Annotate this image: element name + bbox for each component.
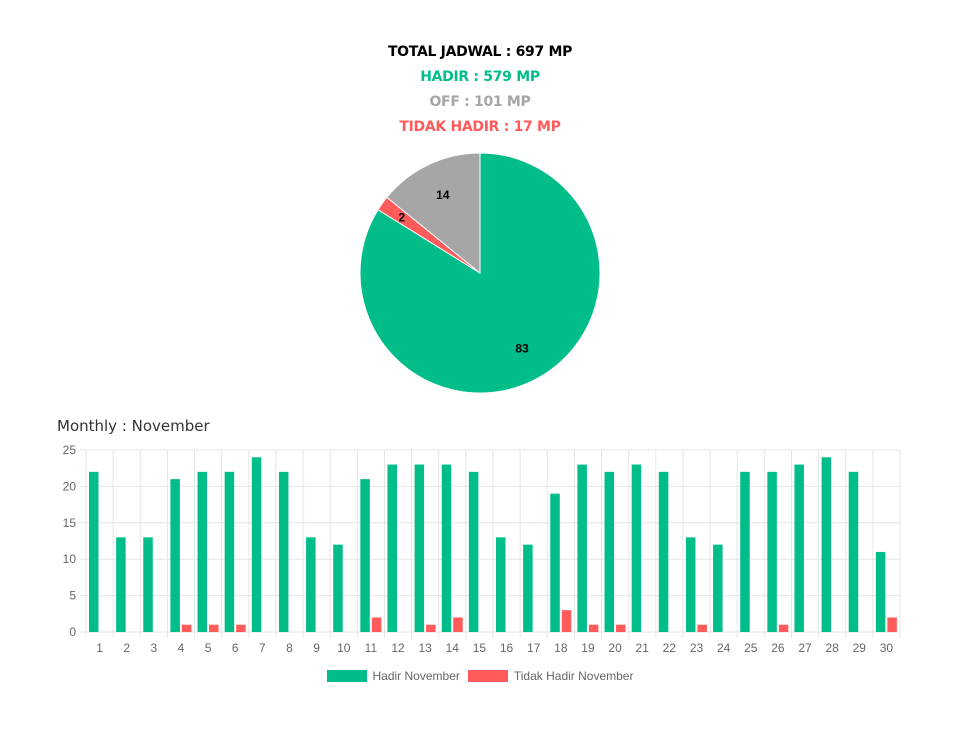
legend-label-hadir: Hadir November — [372, 669, 460, 683]
bar-hadir-18[interactable] — [550, 493, 560, 632]
x-tick-label: 19 — [581, 641, 595, 655]
x-tick-label: 4 — [178, 641, 185, 655]
x-tick-label: 16 — [500, 641, 514, 655]
x-tick-label: 30 — [880, 641, 894, 655]
bar-hadir-4[interactable] — [170, 479, 180, 632]
x-tick-label: 26 — [771, 641, 785, 655]
bar-hadir-11[interactable] — [360, 479, 370, 632]
bar-tidak-hadir-14[interactable] — [453, 617, 463, 632]
bar-tidak-hadir-6[interactable] — [236, 624, 246, 632]
x-tick-label: 10 — [337, 641, 351, 655]
bar-hadir-24[interactable] — [713, 544, 723, 632]
bar-hadir-7[interactable] — [251, 457, 262, 632]
bar-hadir-12[interactable] — [387, 464, 397, 632]
bar-tidak-hadir-20[interactable] — [616, 624, 626, 632]
x-tick-label: 8 — [286, 641, 293, 655]
bar-tidak-hadir-18[interactable] — [561, 610, 572, 632]
x-tick-label: 14 — [446, 641, 460, 655]
bar-tidak-hadir-19[interactable] — [588, 624, 599, 632]
bar-hadir-17[interactable] — [523, 544, 533, 632]
bar-tidak-hadir-11[interactable] — [371, 617, 382, 632]
x-tick-label: 20 — [608, 641, 622, 655]
x-tick-label: 2 — [123, 641, 130, 655]
y-tick-label: 20 — [63, 479, 77, 493]
bar-hadir-21[interactable] — [631, 464, 642, 632]
bar-hadir-6[interactable] — [224, 471, 235, 632]
x-tick-label: 25 — [744, 641, 758, 655]
bar-hadir-16[interactable] — [496, 537, 506, 632]
y-tick-label: 10 — [63, 552, 77, 566]
pie-label-tidak-hadir: 2 — [398, 210, 405, 224]
bar-hadir-8[interactable] — [278, 471, 289, 632]
x-tick-label: 11 — [365, 641, 378, 655]
x-tick-label: 12 — [391, 641, 405, 655]
bar-hadir-2[interactable] — [116, 537, 126, 632]
off-count-label: OFF : 101 MP — [429, 94, 531, 110]
bar-hadir-14[interactable] — [441, 464, 452, 632]
x-tick-label: 17 — [527, 641, 541, 655]
bar-hadir-10[interactable] — [333, 544, 343, 632]
x-tick-label: 15 — [473, 641, 487, 655]
x-tick-label: 22 — [663, 641, 677, 655]
bar-hadir-26[interactable] — [767, 471, 777, 632]
legend-item-tidak-hadir[interactable]: Tidak Hadir November — [467, 669, 634, 683]
bar-hadir-3[interactable] — [143, 537, 153, 632]
bar-hadir-28[interactable] — [821, 457, 832, 632]
total-schedule-label: TOTAL JADWAL : 697 MP — [387, 44, 573, 60]
bar-hadir-20[interactable] — [604, 471, 615, 632]
bar-tidak-hadir-4[interactable] — [181, 624, 192, 632]
x-tick-label: 29 — [853, 641, 867, 655]
bar-hadir-9[interactable] — [306, 537, 316, 632]
y-tick-label: 15 — [63, 516, 77, 530]
x-tick-label: 23 — [690, 641, 704, 655]
x-tick-label: 7 — [259, 641, 266, 655]
bar-hadir-27[interactable] — [794, 464, 804, 632]
present-count-label: HADIR : 579 MP — [420, 69, 540, 85]
bar-hadir-13[interactable] — [414, 464, 425, 632]
x-tick-label: 27 — [798, 641, 812, 655]
x-tick-label: 9 — [313, 641, 320, 655]
x-tick-label: 1 — [96, 641, 103, 655]
x-tick-label: 24 — [717, 641, 731, 655]
bar-hadir-5[interactable] — [197, 471, 208, 632]
bar-hadir-23[interactable] — [685, 537, 696, 632]
bar-hadir-1[interactable] — [89, 471, 99, 632]
y-tick-label: 5 — [69, 589, 76, 603]
x-tick-label: 3 — [150, 641, 157, 655]
bar-tidak-hadir-13[interactable] — [426, 624, 436, 632]
x-tick-label: 13 — [418, 641, 432, 655]
pie-label-off: 14 — [436, 188, 450, 202]
bar-hadir-29[interactable] — [848, 471, 859, 632]
legend-label-tidak-hadir: Tidak Hadir November — [513, 669, 634, 683]
x-tick-label: 5 — [205, 641, 212, 655]
bar-tidak-hadir-5[interactable] — [209, 624, 219, 632]
y-tick-label: 25 — [63, 443, 77, 457]
bar-hadir-25[interactable] — [740, 471, 750, 632]
x-tick-label: 6 — [232, 641, 239, 655]
bar-hadir-15[interactable] — [468, 471, 479, 632]
pie-slice-off[interactable] — [386, 152, 481, 275]
chart-legend: Hadir November Tidak Hadir November — [0, 669, 960, 683]
y-tick-label: 0 — [69, 625, 76, 639]
attendance-pie-chart: 83 2 14 — [359, 152, 601, 394]
legend-item-hadir[interactable]: Hadir November — [326, 669, 460, 683]
bar-tidak-hadir-23[interactable] — [697, 624, 707, 632]
legend-swatch-hadir — [326, 670, 367, 682]
x-tick-label: 28 — [825, 641, 839, 655]
bar-hadir-30[interactable] — [875, 551, 886, 632]
x-tick-label: 21 — [636, 641, 650, 655]
absent-count-label: TIDAK HADIR : 17 MP — [399, 119, 561, 135]
bar-tidak-hadir-26[interactable] — [778, 624, 789, 632]
section-title: Monthly : November — [57, 417, 210, 435]
pie-label-hadir: 83 — [515, 342, 529, 356]
bar-tidak-hadir-30[interactable] — [887, 617, 897, 632]
x-tick-label: 18 — [554, 641, 568, 655]
bar-hadir-22[interactable] — [658, 471, 669, 632]
legend-swatch-tidak-hadir — [467, 670, 508, 682]
bar-hadir-19[interactable] — [577, 464, 587, 632]
